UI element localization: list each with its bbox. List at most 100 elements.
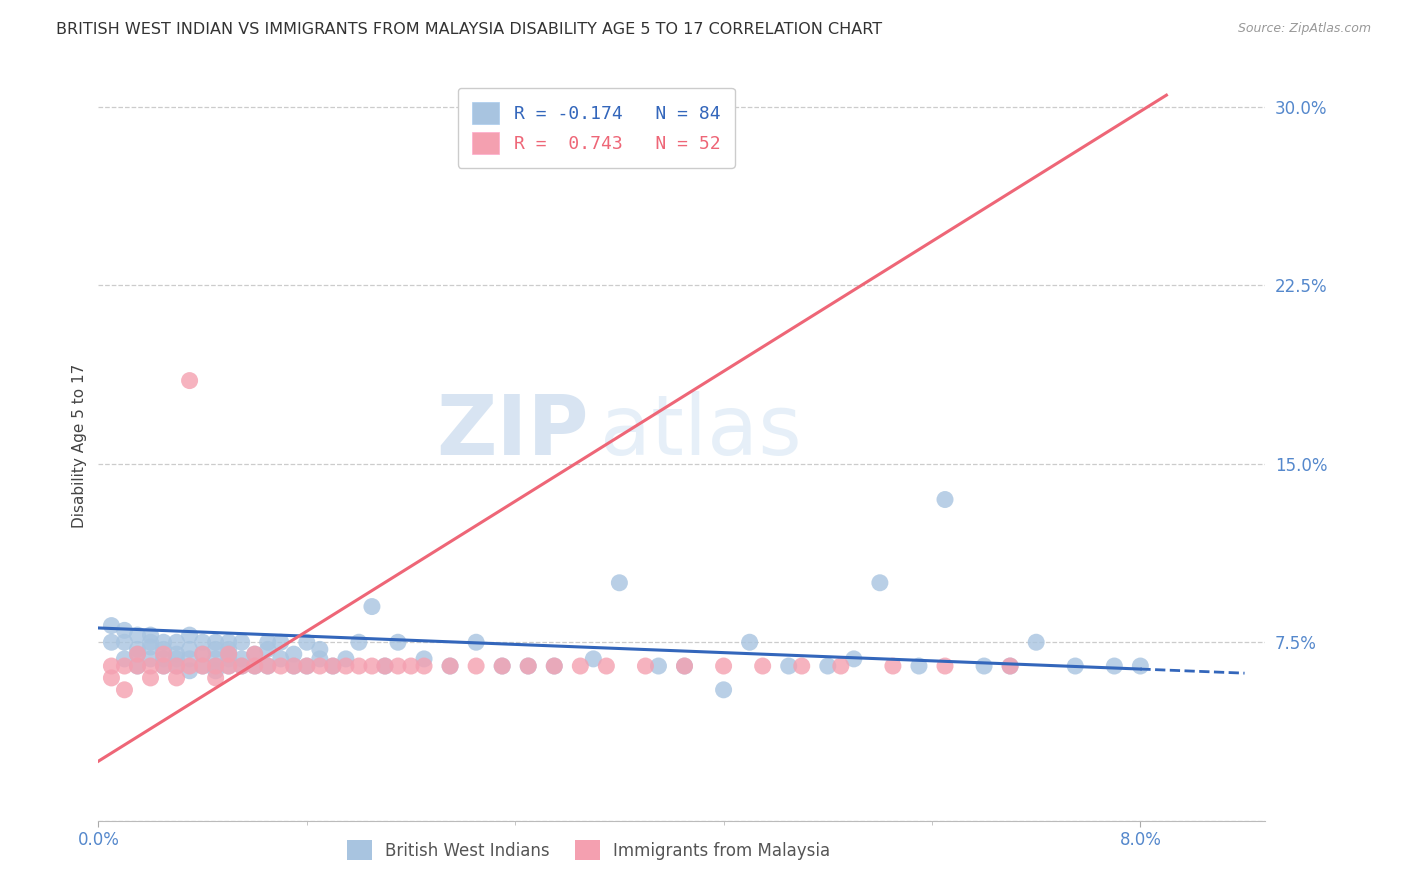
Text: Source: ZipAtlas.com: Source: ZipAtlas.com [1237, 22, 1371, 36]
Point [295, 659, 318, 673]
Point [517, 659, 540, 673]
Point [179, 374, 201, 388]
Point [335, 659, 357, 673]
Legend: British West Indians, Immigrants from Malaysia: British West Indians, Immigrants from Ma… [339, 831, 838, 869]
Point [127, 647, 149, 661]
Point [204, 635, 226, 649]
Point [347, 635, 370, 649]
Point [361, 659, 384, 673]
Point [934, 659, 956, 673]
Point [114, 659, 136, 673]
Point [842, 652, 865, 666]
Point [100, 618, 122, 632]
Point [139, 652, 162, 666]
Point [283, 659, 305, 673]
Point [139, 640, 162, 654]
Point [166, 659, 188, 673]
Point [399, 659, 422, 673]
Point [179, 664, 201, 678]
Point [374, 659, 396, 673]
Point [139, 659, 162, 673]
Point [243, 659, 266, 673]
Point [270, 635, 292, 649]
Point [179, 628, 201, 642]
Point [1129, 659, 1152, 673]
Point [882, 659, 904, 673]
Point [790, 659, 813, 673]
Point [322, 659, 344, 673]
Point [270, 652, 292, 666]
Point [308, 652, 330, 666]
Point [270, 659, 292, 673]
Point [152, 647, 174, 661]
Point [231, 659, 253, 673]
Point [322, 659, 344, 673]
Point [152, 652, 174, 666]
Point [114, 635, 136, 649]
Point [830, 659, 852, 673]
Point [817, 659, 839, 673]
Point [634, 659, 657, 673]
Point [283, 659, 305, 673]
Point [191, 635, 214, 649]
Point [204, 659, 226, 673]
Point [231, 652, 253, 666]
Y-axis label: Disability Age 5 to 17: Disability Age 5 to 17 [72, 364, 87, 528]
Text: ZIP: ZIP [436, 391, 589, 472]
Point [204, 664, 226, 678]
Point [166, 647, 188, 661]
Point [218, 635, 240, 649]
Point [191, 659, 214, 673]
Point [491, 659, 513, 673]
Point [1064, 659, 1087, 673]
Point [256, 659, 278, 673]
Point [243, 647, 266, 661]
Point [139, 671, 162, 685]
Point [308, 659, 330, 673]
Point [191, 659, 214, 673]
Text: atlas: atlas [600, 391, 801, 472]
Point [243, 647, 266, 661]
Point [647, 659, 669, 673]
Point [413, 659, 436, 673]
Point [713, 659, 735, 673]
Point [204, 652, 226, 666]
Point [308, 642, 330, 657]
Point [127, 659, 149, 673]
Point [231, 659, 253, 673]
Point [973, 659, 995, 673]
Point [998, 659, 1021, 673]
Point [204, 659, 226, 673]
Point [869, 575, 891, 590]
Point [1025, 635, 1047, 649]
Point [152, 642, 174, 657]
Point [100, 671, 122, 685]
Point [387, 659, 409, 673]
Point [166, 659, 188, 673]
Point [166, 671, 188, 685]
Point [283, 647, 305, 661]
Point [582, 652, 605, 666]
Point [218, 647, 240, 661]
Point [127, 647, 149, 661]
Point [934, 492, 956, 507]
Point [387, 635, 409, 649]
Point [139, 628, 162, 642]
Point [218, 652, 240, 666]
Point [152, 659, 174, 673]
Point [243, 659, 266, 673]
Point [179, 659, 201, 673]
Point [166, 635, 188, 649]
Point [738, 635, 761, 649]
Point [413, 652, 436, 666]
Point [100, 635, 122, 649]
Point [231, 635, 253, 649]
Point [256, 642, 278, 657]
Point [152, 635, 174, 649]
Point [673, 659, 696, 673]
Point [595, 659, 617, 673]
Point [751, 659, 773, 673]
Point [1104, 659, 1126, 673]
Point [218, 642, 240, 657]
Point [127, 659, 149, 673]
